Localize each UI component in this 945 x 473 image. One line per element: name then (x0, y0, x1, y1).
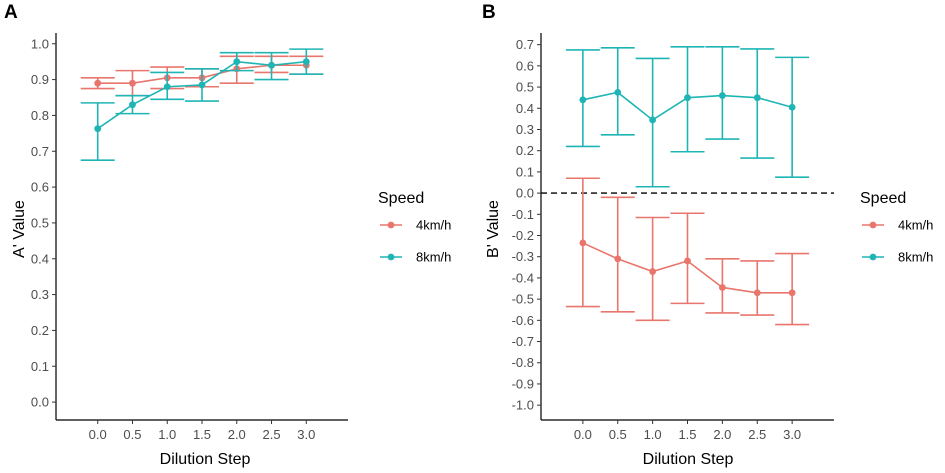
panel-b-series-8kmh-point (614, 88, 622, 96)
panel-b-y-tick-label: -0.8 (512, 355, 534, 370)
panel-b-series-4kmh-point (614, 255, 622, 263)
panel-b-series-8kmh-point (579, 96, 587, 104)
panel-a-y-tick-label: 0.8 (31, 108, 49, 123)
panel-b-series-8kmh-point (753, 94, 761, 102)
panel-a-y-tick-label: 1.0 (31, 36, 49, 51)
panel-a-series-8kmh-point (129, 101, 136, 109)
panel-a-series-4kmh-point (129, 79, 136, 87)
panel-b-y-tick-label: 0.6 (516, 58, 534, 73)
panel-a-y-tick-label: 0.0 (31, 395, 49, 410)
panel-b-x-tick-label: 1.0 (644, 427, 662, 442)
panel-b: B Dilution Step B' Value Speed 4km/h 8km/… (482, 2, 933, 468)
panel-a-legend-key-point (387, 253, 395, 261)
panel-a-series-8kmh-point (94, 125, 102, 133)
panel-b-legend: Speed 4km/h 8km/h (860, 190, 933, 265)
panel-b-letter: B (482, 2, 496, 23)
panel-b-series-4kmh-point (579, 239, 587, 247)
panel-b-y-tick-label: 0.0 (516, 186, 534, 201)
panel-a-legend-label: 4km/h (416, 218, 451, 233)
panel-a-legend-title: Speed (378, 190, 424, 207)
panel-a-legend-label: 8km/h (416, 250, 451, 265)
panel-b-y-axis-title: B' Value (485, 200, 502, 258)
panel-b-series-8kmh-point (788, 103, 796, 111)
panel-b-x-tick-label: 2.0 (713, 427, 731, 442)
panel-b-series-4kmh-point (753, 289, 761, 297)
panel-b-legend-label: 4km/h (898, 218, 933, 233)
panel-b-y-tick-label: 0.4 (516, 101, 534, 116)
panel-a-y-tick-label: 0.6 (31, 180, 49, 195)
panel-b-y-tick-label: -0.4 (512, 270, 534, 285)
panel-a-x-axis-title: Dilution Step (160, 451, 251, 468)
panel-b-y-tick-label: -0.7 (512, 334, 534, 349)
panel-b-y-tick-label: 0.7 (516, 37, 534, 52)
panel-a-series-8kmh-point (233, 58, 241, 66)
panel-b-x-tick-label: 1.5 (678, 427, 696, 442)
panel-a-legend: Speed 4km/h 8km/h (378, 190, 451, 265)
panel-b-y-tick-label: 0.2 (516, 143, 534, 158)
panel-b-y-tick-label: -0.9 (512, 376, 534, 391)
panel-b-legend-key-point (869, 253, 877, 261)
panel-a-x-tick-label: 2.5 (262, 427, 280, 442)
panel-a-series-4kmh-point (94, 79, 102, 87)
panel-a-y-axis-title: A' Value (11, 200, 28, 258)
panel-b-y-tick-label: -0.1 (512, 207, 534, 222)
panel-a-series-8kmh-point (163, 83, 171, 91)
panel-b-y-tick-label: -0.2 (512, 228, 534, 243)
panel-b-y-tick-label: -0.6 (512, 313, 534, 328)
panel-a-y-tick-label: 0.2 (31, 323, 49, 338)
panel-b-series-4kmh-point (718, 284, 726, 291)
panel-a: A Dilution Step A' Value Speed 4km/h 8km/… (4, 2, 451, 468)
panel-b-x-tick-label: 0.5 (609, 427, 627, 442)
panel-b-y-tick-label: -0.3 (512, 249, 534, 264)
panel-b-series-4kmh-point (684, 257, 691, 265)
panel-b-x-tick-label: 2.5 (748, 427, 766, 442)
panel-b-y-tick-label: 0.3 (516, 122, 534, 137)
panel-b-y-tick-label: 0.1 (516, 164, 534, 179)
panel-b-legend-label: 8km/h (898, 250, 933, 265)
panel-a-y-tick-label: 0.9 (31, 72, 49, 87)
panel-b-legend-title: Speed (860, 190, 906, 207)
panel-a-x-tick-label: 2.0 (228, 427, 246, 442)
panel-b-x-tick-label: 3.0 (783, 427, 801, 442)
panel-a-letter: A (4, 2, 18, 23)
panel-b-x-axis-title: Dilution Step (643, 451, 734, 468)
panel-b-series-8kmh-point (718, 92, 726, 99)
panel-a-series-8kmh-point (302, 58, 310, 66)
panel-a-x-tick-label: 3.0 (297, 427, 315, 442)
panel-a-y-tick-label: 0.4 (31, 251, 49, 266)
panel-b-series-4kmh-point (649, 268, 657, 275)
panel-a-x-tick-label: 0.5 (123, 427, 141, 442)
panel-b-y-tick-label: -1.0 (512, 398, 534, 413)
panel-b-series-8kmh-point (649, 116, 657, 124)
panel-b-x-tick-label: 0.0 (574, 427, 592, 442)
panel-b-series-4kmh-point (788, 289, 796, 297)
panel-a-x-tick-label: 1.0 (158, 427, 176, 442)
panel-a-y-tick-label: 0.5 (31, 215, 49, 230)
panel-b-legend-key-point (869, 221, 877, 229)
panel-b-y-tick-label: -0.5 (512, 292, 534, 307)
panel-a-y-tick-label: 0.1 (31, 359, 49, 374)
panel-a-series-8kmh-point (198, 81, 206, 89)
panel-a-series-8kmh-point (268, 61, 275, 69)
panel-a-x-tick-label: 0.0 (89, 427, 107, 442)
panel-b-y-tick-label: 0.5 (516, 80, 534, 95)
panel-a-legend-key-point (387, 221, 395, 229)
panel-b-series-8kmh-point (684, 94, 691, 102)
panel-a-y-tick-label: 0.7 (31, 144, 49, 159)
panel-a-x-tick-label: 1.5 (193, 427, 211, 442)
panel-a-y-tick-label: 0.3 (31, 287, 49, 302)
